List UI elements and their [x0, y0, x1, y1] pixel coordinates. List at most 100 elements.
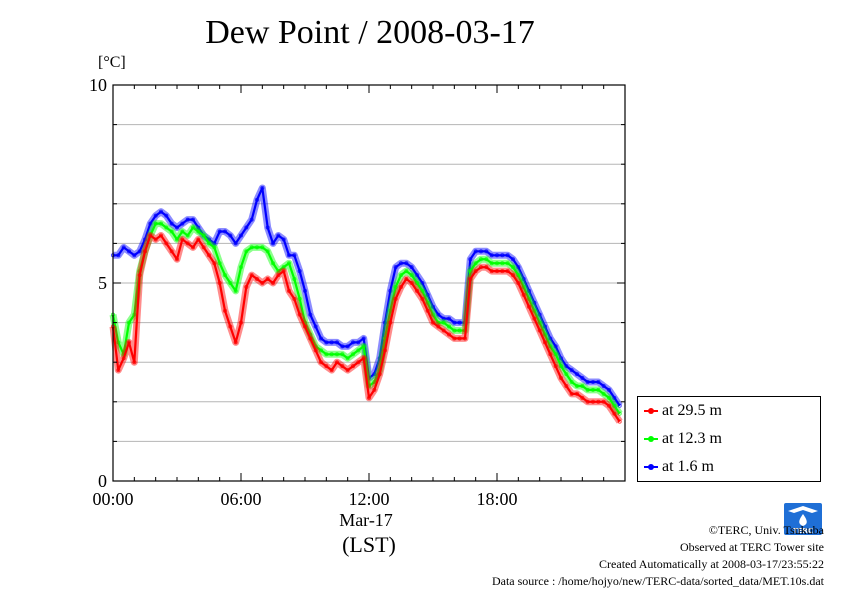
data-point — [484, 249, 489, 254]
data-point — [169, 221, 174, 226]
data-point — [281, 265, 286, 270]
data-point — [532, 308, 537, 313]
data-point — [148, 221, 153, 226]
data-point — [543, 324, 548, 329]
data-point — [228, 233, 233, 238]
data-point — [452, 336, 457, 341]
data-point — [127, 320, 132, 325]
data-point — [313, 324, 318, 329]
data-point — [196, 225, 201, 230]
data-point — [489, 253, 494, 258]
data-point — [543, 340, 548, 345]
data-point — [318, 348, 323, 353]
data-point — [473, 269, 478, 274]
data-point — [297, 312, 302, 317]
data-point — [127, 340, 132, 345]
data-point — [196, 229, 201, 234]
data-point — [137, 249, 142, 254]
y-tick-label: 10 — [89, 75, 107, 95]
credit-created: Created Automatically at 2008-03-17/23:5… — [599, 557, 824, 571]
data-point — [121, 245, 126, 250]
data-point — [148, 233, 153, 238]
legend-item-12-3m: at 12.3 m — [644, 430, 722, 448]
data-point — [222, 308, 227, 313]
data-point — [153, 237, 158, 242]
data-point — [521, 284, 526, 289]
data-point — [217, 280, 222, 285]
data-point — [270, 261, 275, 266]
data-point — [116, 340, 121, 345]
chart-title: Dew Point / 2008-03-17 — [205, 14, 535, 51]
series-at-12-3-m — [109, 220, 623, 416]
svg-text:TERC: TERC — [793, 527, 813, 535]
data-point — [601, 391, 606, 396]
data-point — [420, 288, 425, 293]
data-point — [575, 391, 580, 396]
data-point — [153, 221, 158, 226]
data-point — [334, 352, 339, 357]
data-point — [361, 336, 366, 341]
data-point — [414, 273, 419, 278]
data-point — [505, 269, 510, 274]
data-point — [500, 269, 505, 274]
data-point — [382, 320, 387, 325]
data-point — [249, 245, 254, 250]
data-point — [468, 269, 473, 274]
data-point — [553, 352, 558, 357]
data-point — [190, 217, 195, 222]
data-point — [617, 419, 622, 424]
data-point — [510, 265, 515, 270]
data-point — [489, 269, 494, 274]
data-point — [446, 316, 451, 321]
data-point — [286, 253, 291, 258]
data-point — [591, 379, 596, 384]
data-point — [591, 399, 596, 404]
data-point — [452, 320, 457, 325]
credit-copyright: ©TERC, Univ. Tsukuba — [708, 523, 824, 537]
data-point — [393, 296, 398, 301]
data-point — [281, 237, 286, 242]
data-point — [553, 344, 558, 349]
data-point — [564, 364, 569, 369]
data-point — [174, 237, 179, 242]
data-point — [473, 261, 478, 266]
data-point — [478, 257, 483, 262]
data-point — [494, 261, 499, 266]
data-point — [260, 185, 265, 190]
data-point — [398, 273, 403, 278]
data-point — [324, 340, 329, 345]
data-point — [580, 383, 585, 388]
data-point — [521, 292, 526, 297]
data-point — [233, 340, 238, 345]
data-point — [473, 249, 478, 254]
data-point — [393, 265, 398, 270]
data-point — [180, 221, 185, 226]
data-point — [286, 261, 291, 266]
data-point — [500, 261, 505, 266]
data-point — [201, 245, 206, 250]
data-point — [292, 296, 297, 301]
data-point — [585, 387, 590, 392]
data-point — [169, 229, 174, 234]
data-point — [254, 277, 259, 282]
data-point — [350, 352, 355, 357]
data-point — [537, 312, 542, 317]
data-point — [164, 241, 169, 246]
credit-data-source: Data source : /home/hojyo/new/TERC-data/… — [491, 574, 824, 588]
data-point — [596, 387, 601, 392]
data-point — [132, 312, 137, 317]
data-point — [585, 399, 590, 404]
data-point — [377, 372, 382, 377]
data-point — [361, 344, 366, 349]
data-point — [510, 257, 515, 262]
data-point — [553, 364, 558, 369]
x-tick-label: 12:00 — [348, 489, 389, 509]
data-point — [382, 348, 387, 353]
series-layer — [109, 184, 623, 424]
data-point — [452, 328, 457, 333]
data-point — [388, 320, 393, 325]
data-point — [265, 225, 270, 230]
data-point — [372, 387, 377, 392]
data-point — [478, 249, 483, 254]
